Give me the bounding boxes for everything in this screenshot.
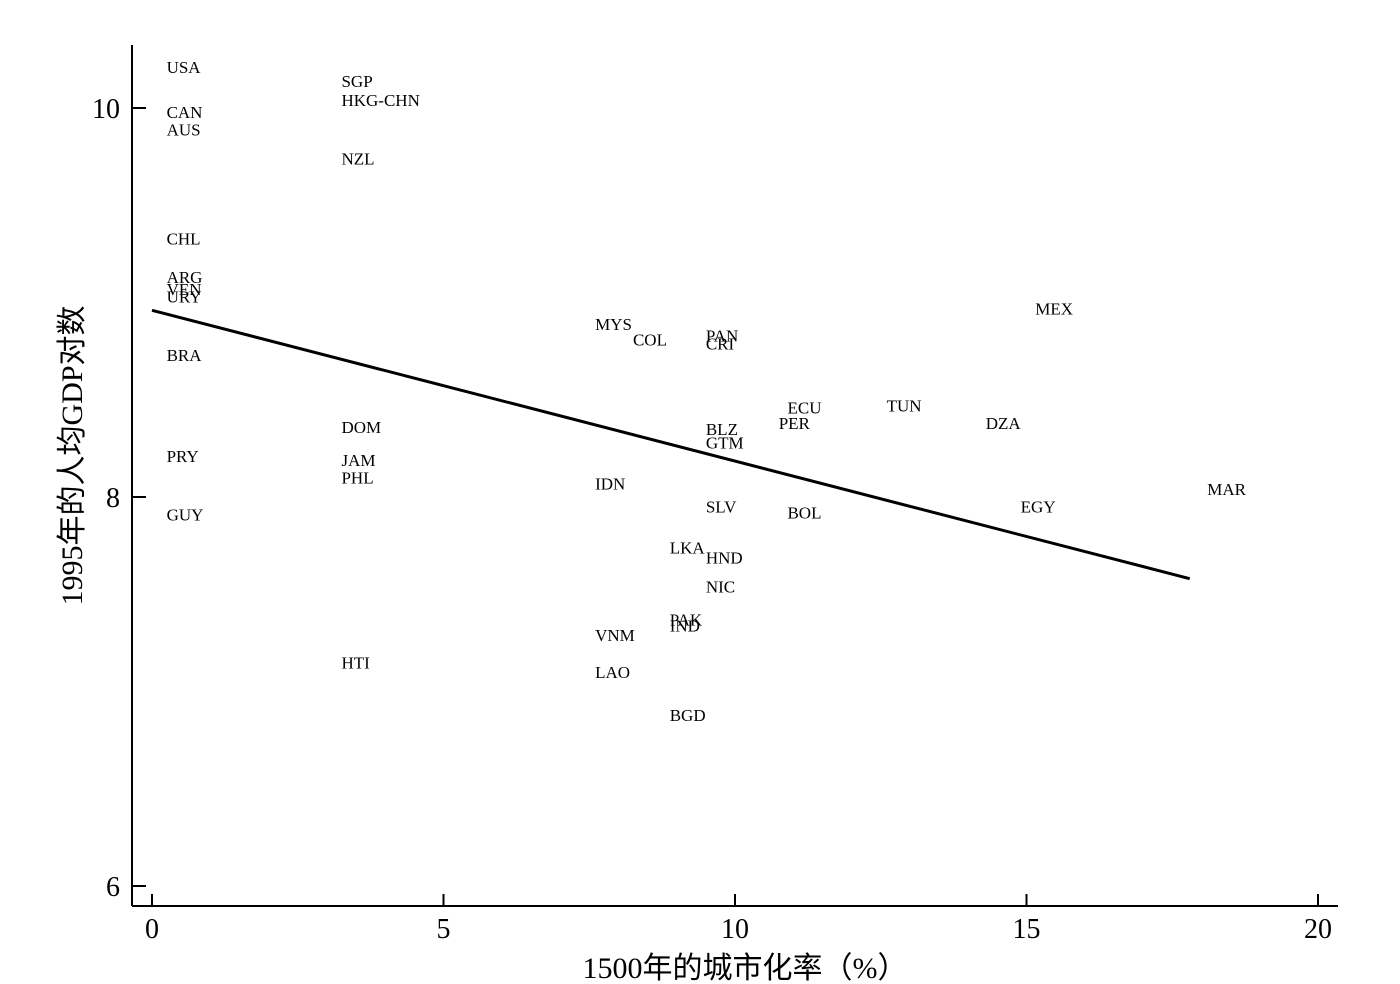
point-label: URY: [167, 288, 202, 307]
x-tick-label: 5: [437, 914, 451, 945]
x-tick-label: 20: [1304, 914, 1332, 945]
x-tick-label: 10: [721, 914, 749, 945]
point-label: ECU: [787, 399, 821, 418]
y-axis-title: 1995年的人均GDP对数: [56, 305, 89, 605]
point-label: DZA: [986, 414, 1022, 433]
point-label: PRY: [167, 447, 199, 466]
x-axis-title: 1500年的城市化率（%）: [583, 952, 908, 984]
point-label: SLV: [706, 498, 737, 517]
point-label: IND: [670, 616, 700, 635]
point-label: PHL: [341, 469, 373, 488]
point-label: AUS: [167, 120, 201, 139]
point-label: USA: [167, 58, 202, 77]
point-label: BGD: [670, 706, 706, 725]
point-label: NZL: [341, 150, 374, 169]
x-tick-label: 0: [145, 914, 159, 945]
point-label: HND: [706, 548, 743, 567]
point-label: LKA: [670, 539, 706, 558]
point-label: GUY: [167, 506, 204, 525]
point-label: HKG-CHN: [341, 91, 419, 110]
regression-line: [151, 308, 1191, 581]
point-label: LAO: [595, 663, 630, 682]
point-label: GTM: [706, 434, 744, 453]
point-label: MAR: [1207, 480, 1246, 499]
point-label: HTI: [341, 653, 370, 672]
point-label: ARG: [167, 268, 203, 287]
point-label: BOL: [787, 504, 821, 523]
point-label: MEX: [1035, 299, 1073, 318]
point-label: IDN: [595, 474, 625, 493]
y-tick-label: 10: [92, 94, 120, 125]
point-label: NIC: [706, 577, 735, 596]
point-label: VEN: [167, 280, 202, 299]
point-label: COL: [633, 330, 667, 349]
point-label: PER: [779, 414, 811, 433]
point-label: JAM: [341, 451, 375, 470]
point-label: EGY: [1021, 498, 1056, 517]
point-label: VNM: [595, 626, 635, 645]
point-label: BLZ: [706, 420, 738, 439]
x-ticks: 0 5 10 15 20: [145, 894, 1332, 945]
point-label: BRA: [167, 346, 203, 365]
point-label: SGP: [341, 72, 372, 91]
y-ticks: 6 8 10: [92, 94, 146, 903]
point-label: MYS: [595, 315, 632, 334]
axes: [131, 45, 1338, 907]
point-label: PAK: [670, 611, 703, 630]
point-label: CAN: [167, 103, 203, 122]
point-label: CRI: [706, 334, 735, 353]
point-label: DOM: [341, 418, 381, 437]
x-tick-label: 15: [1013, 914, 1041, 945]
y-tick-label: 8: [106, 483, 120, 514]
point-label: TUN: [887, 397, 922, 416]
point-label: CHL: [167, 229, 201, 248]
y-tick-label: 6: [106, 872, 120, 903]
point-label: PAN: [706, 327, 738, 346]
